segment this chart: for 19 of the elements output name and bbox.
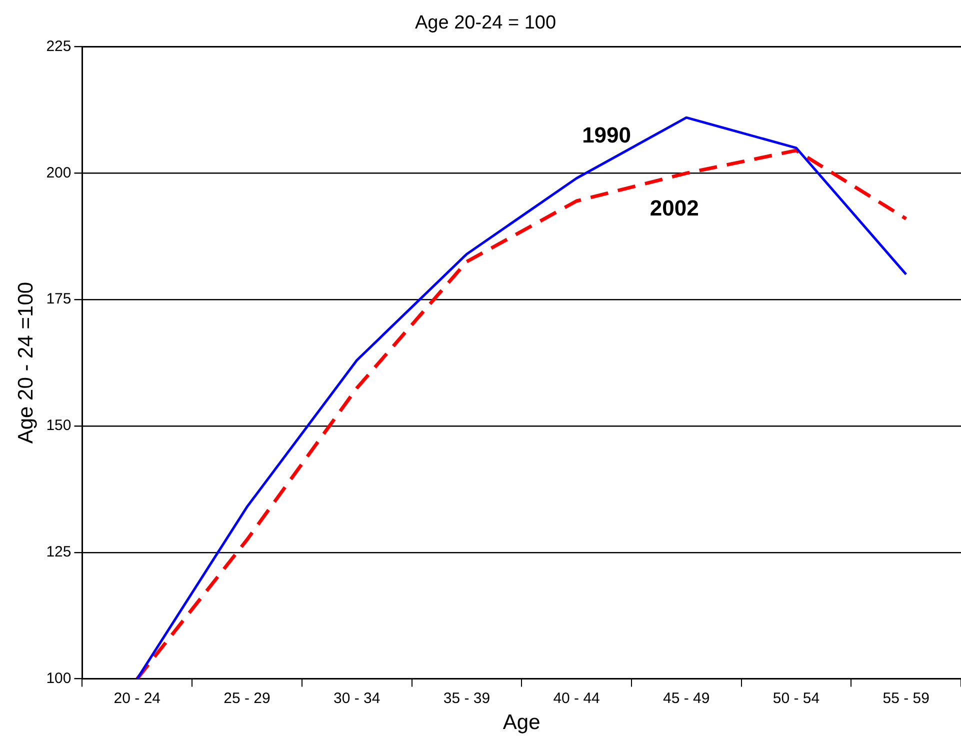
y-tick-label: 225 <box>46 38 72 55</box>
x-tick-label: 40 - 44 <box>553 690 600 707</box>
x-tick-label: 25 - 29 <box>224 690 270 707</box>
series-label: 1990 <box>582 122 632 148</box>
x-tick-label: 45 - 49 <box>663 690 710 707</box>
y-tick-label: 100 <box>46 670 72 687</box>
x-tick-label: 35 - 39 <box>443 690 490 707</box>
x-tick-label: 20 - 24 <box>114 690 160 707</box>
x-tick-label: 55 - 59 <box>882 690 930 707</box>
x-axis-title: Age <box>502 711 540 734</box>
y-tick-label: 125 <box>46 544 72 561</box>
x-tick-label: 50 - 54 <box>772 690 820 707</box>
x-tick-label: 30 - 34 <box>333 690 380 707</box>
y-tick-label: 200 <box>46 164 72 182</box>
y-axis-title: Age 20 - 24 =100 <box>14 282 38 444</box>
series-label: 2002 <box>650 195 699 220</box>
y-tick-label: 175 <box>46 290 72 308</box>
chart-title: Age 20-24 = 100 <box>414 12 556 34</box>
y-tick-label: 150 <box>46 417 72 434</box>
